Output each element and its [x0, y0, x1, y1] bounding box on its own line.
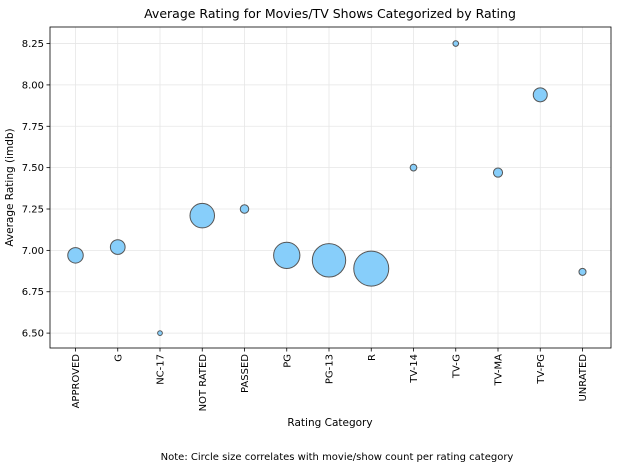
- y-tick-label: 7.00: [22, 246, 44, 257]
- bubble-r: [353, 250, 390, 287]
- y-tick-label: 8.25: [22, 39, 44, 50]
- bubble-tv-14: [409, 163, 418, 172]
- bubble-pg-13: [311, 243, 347, 278]
- x-tick-label: PASSED: [240, 354, 251, 393]
- x-tick-label: NOT RATED: [198, 354, 209, 412]
- grid: [50, 27, 611, 348]
- y-tick-label: 6.75: [22, 287, 44, 298]
- bubble-unrated: [578, 267, 587, 276]
- y-tick-label: 7.25: [22, 205, 44, 216]
- x-tick-label: UNRATED: [578, 354, 589, 402]
- y-axis: 6.50 6.75 7.00 7.25 7.50 7.75 8.00 8.25: [22, 39, 50, 340]
- y-tick-label: 8.00: [22, 80, 44, 91]
- x-tick-label: TV-G: [451, 354, 462, 379]
- y-tick-label: 7.50: [22, 163, 44, 174]
- bubble-approved: [67, 247, 84, 264]
- bubble-tv-pg: [532, 87, 548, 103]
- y-tick-label: 6.50: [22, 329, 44, 340]
- x-tick-label: NC-17: [156, 354, 167, 385]
- plot-frame: [49, 26, 612, 349]
- y-axis-label: Average Rating (imdb): [4, 128, 16, 246]
- x-tick-label: G: [113, 354, 124, 362]
- x-axis: APPROVED G NC-17 NOT RATED PASSED PG PG-13 R TV-…: [71, 348, 589, 411]
- x-tick-label: TV-PG: [536, 354, 547, 385]
- x-tick-label: APPROVED: [71, 354, 82, 409]
- bubble-pg: [273, 241, 301, 269]
- x-axis-label: Rating Category: [287, 417, 372, 429]
- x-tick-label: PG: [282, 354, 293, 368]
- bubble-tv-g: [452, 40, 460, 47]
- bubble-passed: [239, 204, 250, 214]
- chart-title: Average Rating for Movies/TV Shows Categ…: [144, 6, 516, 21]
- chart-note: Note: Circle size correlates with movie/…: [161, 452, 514, 463]
- bubbles: [67, 40, 587, 336]
- y-tick-label: 7.75: [22, 122, 44, 133]
- x-tick-label: PG-13: [325, 354, 336, 384]
- bubble-nc-17: [157, 330, 163, 336]
- x-tick-label: TV-MA: [494, 354, 505, 387]
- x-tick-label: R: [367, 354, 378, 361]
- bubble-tv-ma: [492, 167, 504, 178]
- bubble-not-rated: [189, 202, 216, 229]
- bubble-g: [109, 239, 126, 255]
- x-tick-label: TV-14: [409, 354, 420, 384]
